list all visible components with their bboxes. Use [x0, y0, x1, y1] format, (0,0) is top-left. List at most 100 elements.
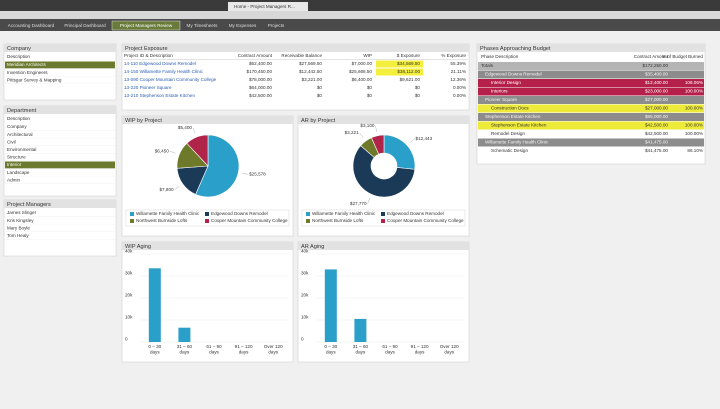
phase-cell: Construction Docs: [491, 106, 529, 111]
nav-tab-label[interactable]: Projects: [268, 23, 285, 28]
panel-title: Project Managers: [7, 202, 51, 208]
list-row[interactable]: Pittsgar Survey & Mapping: [7, 77, 62, 82]
phase-cell: Interiors: [491, 89, 508, 94]
legend-label: Edgewood Downs Remodel: [387, 211, 444, 216]
phase-cell: $27,000.00: [645, 106, 668, 111]
nav-tab-label[interactable]: Accounting Dashboard: [8, 23, 55, 28]
x-tick-label: 61 – 90: [382, 344, 398, 349]
table-cell: $0: [317, 85, 323, 90]
project-link[interactable]: 14-110 Edgewood Downs Remodel: [124, 61, 196, 66]
panel-header: [122, 44, 469, 52]
browser-tab-title[interactable]: Home - Project Managers R...: [234, 4, 295, 9]
panel-title: WIP Aging: [125, 244, 151, 250]
list-row[interactable]: Admin: [7, 177, 20, 182]
x-tick-label: days: [209, 350, 219, 355]
x-tick-label: 61 – 90: [206, 344, 222, 349]
table-cell: 0.00%: [453, 85, 466, 90]
nav-tab[interactable]: [182, 21, 222, 30]
bar: [354, 318, 367, 342]
table-header: Contract Amount: [634, 54, 669, 59]
project-link[interactable]: 14-150 Willamette Family Health Clinic: [124, 69, 204, 74]
phase-cell: 100.00%: [685, 89, 703, 94]
list-row[interactable]: Company: [7, 124, 27, 129]
panel-header: [4, 106, 116, 114]
nav-tab[interactable]: [224, 21, 261, 30]
list-row[interactable]: Interior: [7, 162, 22, 167]
list-row[interactable]: Tom Healy: [7, 233, 29, 238]
list-row[interactable]: Environmental: [7, 147, 36, 152]
phase-row: [478, 138, 704, 147]
list-row[interactable]: Architectural: [7, 132, 33, 137]
table-cell: $9,621.00: [400, 77, 421, 82]
phase-cell: Schematic Design: [491, 148, 528, 153]
leader-line: [242, 172, 249, 175]
leader-line: [409, 138, 415, 143]
project-link[interactable]: 13-210 Stephenson Estate Kitchen: [124, 93, 195, 98]
phase-cell: 86.10%: [687, 148, 703, 153]
table-cell: $27,569.50: [299, 61, 322, 66]
table-cell: $38,112.00: [397, 69, 420, 74]
legend-box: [301, 209, 466, 227]
nav-tab-label[interactable]: Project Managers Review: [120, 23, 173, 28]
legend-swatch: [306, 212, 310, 216]
x-tick-label: Over 120: [264, 344, 283, 349]
project-link[interactable]: 13-090 Cooper Mountain Community College: [124, 77, 217, 82]
table-cell: $6,400.00: [352, 77, 373, 82]
list-row[interactable]: Structure: [7, 155, 26, 160]
nav-tab[interactable]: [60, 21, 110, 30]
legend-swatch: [130, 212, 134, 216]
phase-row: [478, 87, 704, 96]
nav-tab-label[interactable]: My Timesheets: [187, 23, 219, 28]
selected-row[interactable]: [5, 61, 115, 69]
x-tick-label: 31 – 60: [177, 344, 193, 349]
phase-cell: 100.00%: [685, 123, 703, 128]
panel-title: WIP by Project: [125, 118, 162, 124]
phase-cell: $172,250.00: [642, 63, 668, 68]
table-cell: 21.11%: [451, 69, 466, 74]
y-tick-label: 30k: [125, 271, 133, 276]
nav-tab[interactable]: [111, 20, 181, 31]
active-browser-tab[interactable]: [228, 2, 308, 11]
list-row[interactable]: Mary Boyle: [7, 225, 30, 230]
table-cell: 0.00%: [453, 93, 466, 98]
leader-line: [174, 186, 180, 190]
nav-tab[interactable]: [263, 21, 289, 30]
table-header: Contract Amount: [238, 53, 273, 58]
y-tick-label: 10k: [301, 315, 309, 320]
phase-row: [478, 121, 704, 130]
phase-cell: Remodel Design: [491, 131, 525, 136]
bar: [178, 327, 191, 342]
legend-label: Northwest Burnside Lofts: [136, 218, 188, 223]
list-row[interactable]: James Slinger: [7, 210, 37, 215]
nav-tab[interactable]: [4, 21, 58, 30]
panel-header: [298, 116, 469, 124]
panel-header: [4, 44, 116, 52]
list-row[interactable]: Meridian Architects: [7, 62, 47, 67]
table-header: % of Budget Burned: [662, 54, 704, 59]
phase-row: [478, 130, 704, 138]
browser-tabs: [0, 0, 720, 11]
leader-line: [192, 127, 196, 134]
nav-tab-label[interactable]: My Expenses: [229, 23, 257, 28]
phase-cell: $27,000.00: [645, 97, 668, 102]
project-link[interactable]: 13-220 Pioneer Square: [124, 85, 172, 90]
table-cell: 55.39%: [450, 61, 466, 66]
selected-row[interactable]: [5, 161, 115, 169]
list-header: Description: [7, 116, 30, 121]
x-tick-label: days: [385, 350, 395, 355]
list-row[interactable]: Invention Engineers: [7, 70, 48, 75]
list-row[interactable]: Landscape: [7, 170, 30, 175]
panel-title: Project Exposure: [125, 46, 168, 52]
nav-tab-label[interactable]: Principal Dashboard: [64, 23, 106, 28]
y-tick-label: 30k: [301, 271, 309, 276]
legend-label: Cooper Mountain Community College: [387, 218, 464, 223]
phase-cell: Willamette Family Health Clinic: [485, 140, 549, 145]
legend-swatch: [205, 212, 209, 216]
table-cell: $0: [415, 93, 421, 98]
list-row[interactable]: Kris Kingsley: [7, 218, 34, 223]
table-cell: $62,400.00: [249, 61, 272, 66]
panel-header: [122, 116, 293, 124]
list-row[interactable]: Civil: [7, 139, 16, 144]
phase-cell: 100.00%: [685, 131, 703, 136]
x-tick-label: Over 120: [440, 344, 459, 349]
